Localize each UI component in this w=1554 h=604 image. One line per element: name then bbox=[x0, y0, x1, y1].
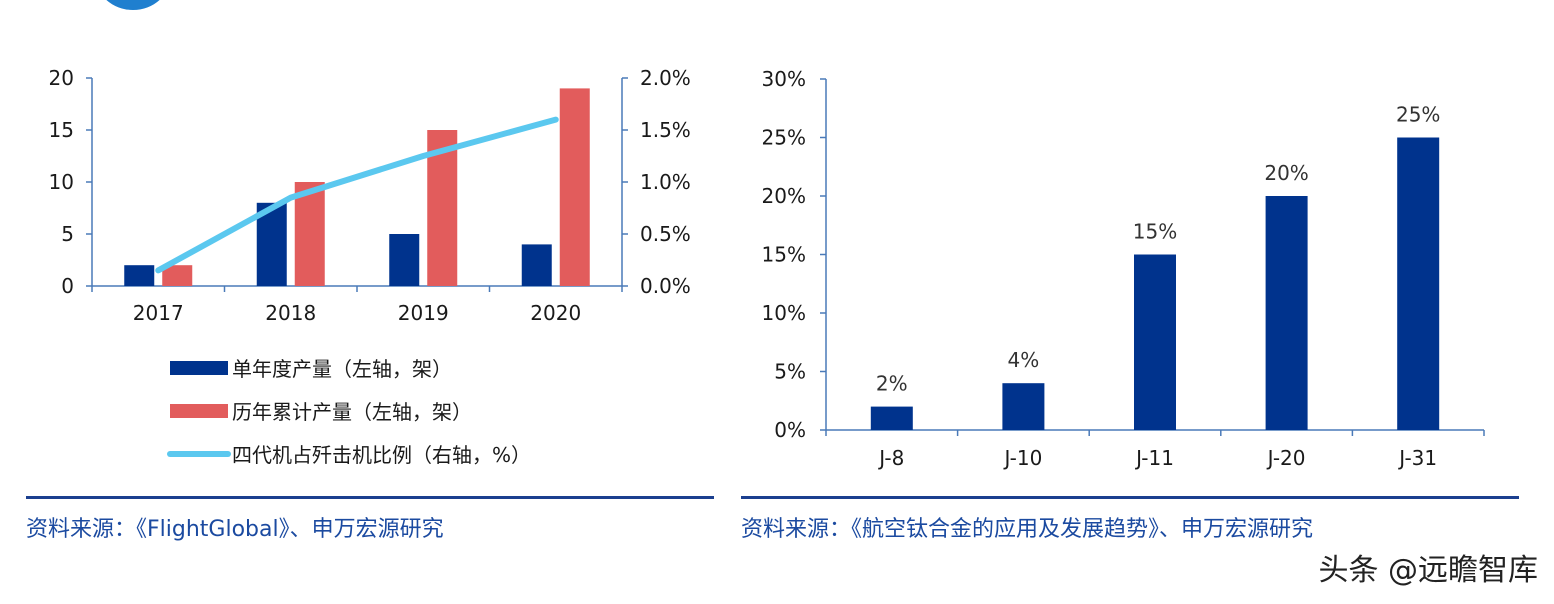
c1-right-tick-label: 0.5% bbox=[640, 222, 691, 246]
c1-category-label: 2018 bbox=[265, 301, 316, 325]
c2-category-label: J-8 bbox=[877, 446, 904, 470]
c2-data-label: 25% bbox=[1396, 103, 1440, 127]
logo-icon bbox=[95, 0, 171, 10]
legend-label: 单年度产量（左轴，架） bbox=[232, 357, 452, 381]
c1-bar-cumulative bbox=[162, 265, 193, 286]
c2-category-label: J-31 bbox=[1397, 446, 1437, 470]
c2-data-label: 15% bbox=[1133, 220, 1177, 244]
c1-category-label: 2017 bbox=[133, 301, 184, 325]
c1-bar-annual bbox=[521, 244, 552, 286]
c2-bar bbox=[1002, 383, 1045, 430]
c1-bar-cumulative bbox=[559, 88, 590, 287]
c2-bar bbox=[1265, 196, 1308, 430]
c1-right-tick-label: 0.0% bbox=[640, 274, 691, 298]
c1-left-tick-label: 0 bbox=[61, 274, 74, 298]
legend-swatch-annual bbox=[170, 361, 228, 375]
c1-left-tick-label: 15 bbox=[49, 118, 74, 142]
c2-data-label: 20% bbox=[1264, 161, 1308, 185]
c1-category-label: 2019 bbox=[398, 301, 449, 325]
c2-category-label: J-10 bbox=[1002, 446, 1042, 470]
c1-right-tick-label: 2.0% bbox=[640, 66, 691, 90]
c2-y-tick-label: 25% bbox=[762, 126, 806, 150]
c1-left-tick-label: 20 bbox=[49, 66, 74, 90]
c2-y-tick-label: 15% bbox=[762, 243, 806, 267]
c2-category-label: J-11 bbox=[1134, 446, 1174, 470]
c1-bar-annual bbox=[389, 234, 420, 286]
c1-right-tick-label: 1.5% bbox=[640, 118, 691, 142]
c2-y-tick-label: 0% bbox=[774, 418, 806, 442]
c2-y-tick-label: 20% bbox=[762, 184, 806, 208]
c2-y-tick-label: 10% bbox=[762, 301, 806, 325]
left-divider bbox=[26, 496, 714, 499]
left-source-note: 资料来源：《FlightGlobal》、申万宏源研究 bbox=[26, 517, 444, 542]
legend-label: 四代机占歼击机比例（右轴，%） bbox=[232, 443, 531, 467]
c2-data-label: 2% bbox=[876, 372, 908, 396]
c1-right-tick-label: 1.0% bbox=[640, 170, 691, 194]
c2-bar bbox=[1397, 137, 1440, 430]
right-divider bbox=[741, 496, 1519, 499]
c2-bar bbox=[870, 406, 913, 430]
right-source-note: 资料来源：《航空钛合金的应用及发展趋势》、申万宏源研究 bbox=[741, 517, 1314, 542]
c1-category-label: 2020 bbox=[530, 301, 581, 325]
c2-data-label: 4% bbox=[1008, 348, 1040, 372]
c1-left-tick-label: 5 bbox=[61, 222, 74, 246]
c2-y-tick-label: 30% bbox=[762, 67, 806, 91]
c1-left-tick-label: 10 bbox=[49, 170, 74, 194]
watermark: 头条 @远瞻智库 bbox=[1318, 553, 1538, 588]
c2-bar bbox=[1134, 254, 1176, 430]
c2-category-label: J-20 bbox=[1266, 446, 1306, 470]
c1-bar-cumulative bbox=[294, 182, 325, 286]
c1-bar-annual bbox=[124, 265, 155, 286]
c1-line-ratio bbox=[155, 116, 559, 274]
legend-swatch-cumulative bbox=[170, 404, 228, 418]
c2-y-tick-label: 5% bbox=[774, 360, 806, 384]
legend-label: 历年累计产量（左轴，架） bbox=[232, 400, 472, 424]
